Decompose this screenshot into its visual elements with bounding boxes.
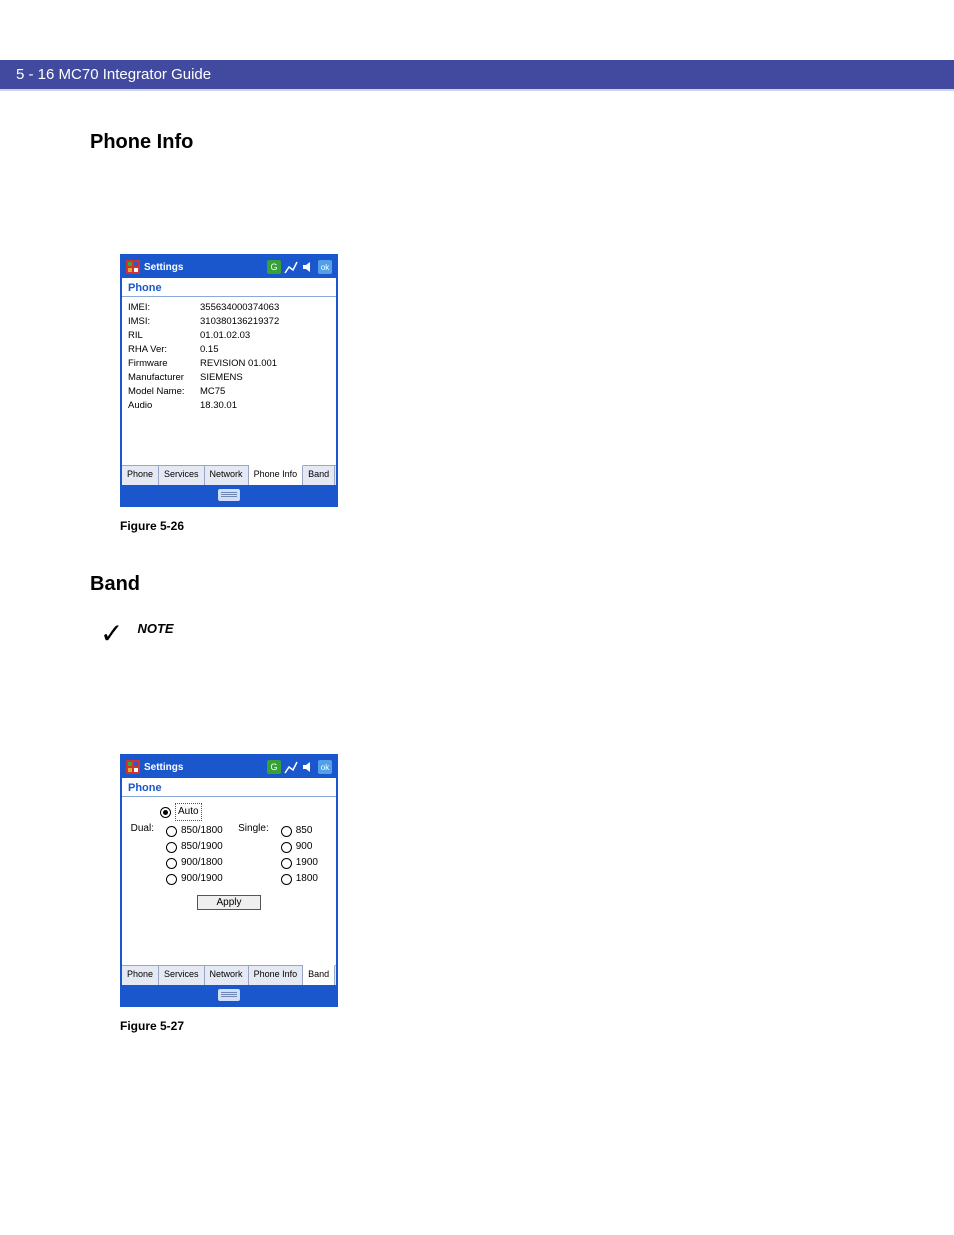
- info-row: ManufacturerSIEMENS: [128, 371, 330, 385]
- phone-info-desc: [90, 178, 864, 238]
- radio-dual-1[interactable]: [166, 842, 177, 853]
- phone-info-body: IMEI:355634000374063 IMSI:31038013621937…: [122, 297, 336, 465]
- auto-row: Auto: [160, 803, 330, 821]
- content: Phone Info Settings G ok Phone IMEI:3556…: [0, 91, 954, 1133]
- info-row: IMEI:355634000374063: [128, 301, 330, 315]
- phone-subhead: Phone: [122, 278, 336, 297]
- keyboard-icon[interactable]: [218, 489, 240, 501]
- info-row: IMSI:310380136219372: [128, 315, 330, 329]
- status-icon: G: [267, 260, 281, 274]
- single-label: Single:: [233, 823, 271, 887]
- radio-single-0[interactable]: [281, 826, 292, 837]
- note-block: ✓ NOTE: [100, 620, 864, 648]
- band-body: Auto Dual: 850/1800 850/1900 900/1800 90…: [122, 797, 336, 965]
- tab-phone[interactable]: Phone: [122, 466, 159, 485]
- header-text: 5 - 16 MC70 Integrator Guide: [16, 66, 211, 83]
- ok-button[interactable]: ok: [318, 260, 332, 274]
- info-row: RIL01.01.02.03: [128, 329, 330, 343]
- radio-dual-3[interactable]: [166, 874, 177, 885]
- tab-band[interactable]: Band: [303, 965, 335, 985]
- tab-strip: Phone Services Network Phone Info Band: [122, 965, 336, 985]
- titlebar: Settings G ok: [122, 256, 336, 278]
- tab-band[interactable]: Band: [303, 466, 335, 485]
- tab-network[interactable]: Network: [205, 466, 249, 485]
- keyboard-icon[interactable]: [218, 989, 240, 1001]
- speaker-icon: [301, 760, 315, 774]
- figure-caption-2: Figure 5-27: [120, 1019, 864, 1033]
- window-title: Settings: [144, 762, 183, 773]
- tab-phone-info[interactable]: Phone Info: [249, 465, 304, 485]
- radio-auto[interactable]: [160, 807, 171, 818]
- info-row: RHA Ver:0.15: [128, 343, 330, 357]
- tab-phone-info[interactable]: Phone Info: [249, 966, 304, 985]
- tab-phone[interactable]: Phone: [122, 966, 159, 985]
- section-title-phone-info: Phone Info: [90, 131, 864, 154]
- status-icon: G: [267, 760, 281, 774]
- radio-dual-2[interactable]: [166, 858, 177, 869]
- radio-single-2[interactable]: [281, 858, 292, 869]
- radio-single-3[interactable]: [281, 874, 292, 885]
- radio-single-1[interactable]: [281, 842, 292, 853]
- band-desc: [90, 678, 864, 738]
- start-icon: [126, 760, 140, 774]
- titlebar-icons: G ok: [267, 760, 332, 774]
- check-icon: ✓: [100, 620, 123, 648]
- window-title: Settings: [144, 262, 183, 273]
- figure-caption-1: Figure 5-26: [120, 519, 864, 533]
- auto-label: Auto: [175, 803, 202, 821]
- band-screenshot: Settings G ok Phone Auto Dual:: [120, 754, 338, 1007]
- titlebar: Settings G ok: [122, 756, 336, 778]
- titlebar-icons: G ok: [267, 260, 332, 274]
- page-header: 5 - 16 MC70 Integrator Guide: [0, 60, 954, 89]
- phone-info-screenshot: Settings G ok Phone IMEI:355634000374063…: [120, 254, 338, 507]
- apply-button[interactable]: Apply: [197, 895, 260, 910]
- signal-icon: [284, 760, 298, 774]
- phone-subhead: Phone: [122, 778, 336, 797]
- signal-icon: [284, 260, 298, 274]
- ok-button[interactable]: ok: [318, 760, 332, 774]
- info-row: Model Name:MC75: [128, 385, 330, 399]
- tab-services[interactable]: Services: [159, 966, 205, 985]
- tab-network[interactable]: Network: [205, 966, 249, 985]
- section-title-band: Band: [90, 573, 864, 596]
- info-row: FirmwareREVISION 01.001: [128, 357, 330, 371]
- speaker-icon: [301, 260, 315, 274]
- start-icon: [126, 260, 140, 274]
- tab-services[interactable]: Services: [159, 466, 205, 485]
- bottom-bar: [122, 985, 336, 1005]
- bottom-bar: [122, 485, 336, 505]
- tab-strip: Phone Services Network Phone Info Band: [122, 465, 336, 485]
- radio-dual-0[interactable]: [166, 826, 177, 837]
- dual-label: Dual:: [128, 823, 156, 887]
- note-label: NOTE: [137, 621, 173, 636]
- info-row: Audio18.30.01: [128, 399, 330, 413]
